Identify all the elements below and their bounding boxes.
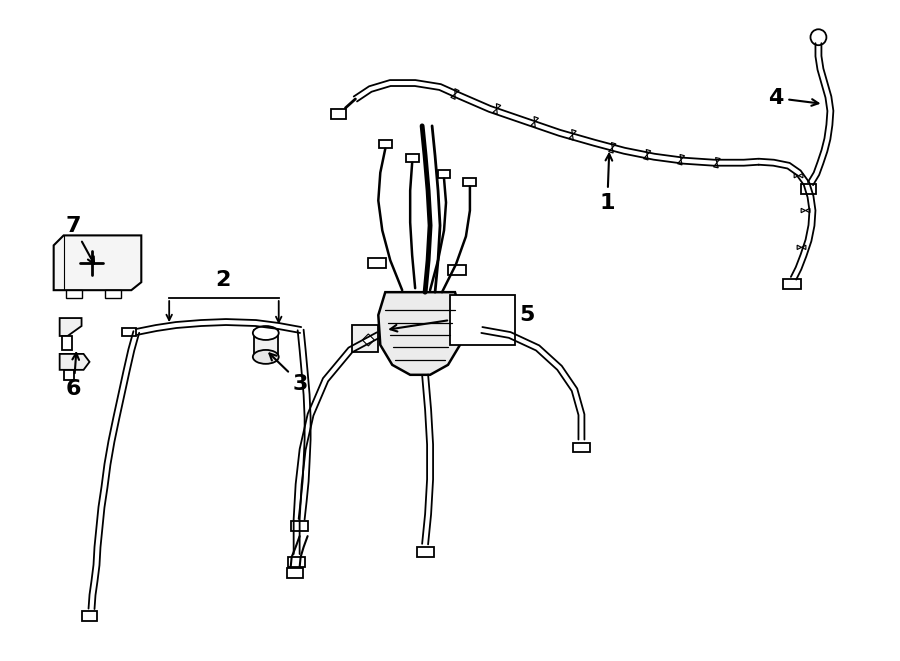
Polygon shape — [363, 334, 374, 346]
Ellipse shape — [253, 326, 279, 340]
Bar — [406, 154, 419, 162]
Bar — [783, 279, 800, 289]
Bar — [105, 290, 122, 298]
Bar — [122, 327, 136, 336]
Text: 1: 1 — [599, 154, 615, 213]
Bar — [288, 557, 305, 567]
Circle shape — [811, 29, 826, 45]
Text: 4: 4 — [769, 88, 818, 108]
Bar — [800, 184, 816, 194]
Polygon shape — [608, 148, 613, 153]
Bar — [448, 265, 466, 275]
Polygon shape — [353, 325, 378, 352]
Polygon shape — [611, 143, 616, 148]
Bar — [450, 295, 515, 345]
Polygon shape — [59, 354, 89, 370]
Polygon shape — [646, 149, 651, 155]
Polygon shape — [64, 370, 74, 380]
Ellipse shape — [253, 350, 279, 364]
Polygon shape — [714, 163, 718, 168]
Polygon shape — [794, 173, 798, 178]
Text: 7: 7 — [66, 216, 94, 264]
Bar — [287, 568, 302, 578]
Bar — [437, 170, 451, 178]
Polygon shape — [61, 336, 72, 350]
Polygon shape — [644, 155, 648, 160]
Text: 2: 2 — [215, 270, 230, 290]
Bar — [82, 611, 97, 621]
Polygon shape — [716, 157, 720, 163]
Polygon shape — [572, 130, 576, 135]
Polygon shape — [680, 155, 685, 160]
Polygon shape — [493, 109, 497, 114]
Polygon shape — [531, 122, 536, 127]
Bar — [573, 442, 590, 453]
Polygon shape — [802, 245, 806, 250]
Polygon shape — [451, 94, 455, 99]
Bar — [379, 140, 392, 148]
Polygon shape — [678, 160, 682, 165]
Bar — [330, 109, 346, 119]
Bar — [464, 178, 476, 186]
Text: 5: 5 — [519, 305, 536, 325]
Polygon shape — [59, 318, 82, 336]
Bar — [292, 521, 308, 531]
Bar — [368, 258, 386, 268]
Polygon shape — [54, 235, 141, 290]
Polygon shape — [801, 208, 806, 213]
Polygon shape — [534, 116, 538, 122]
Polygon shape — [569, 135, 573, 140]
Polygon shape — [806, 208, 810, 213]
Bar — [66, 290, 82, 298]
Bar — [254, 330, 278, 358]
Polygon shape — [798, 173, 803, 178]
Polygon shape — [797, 245, 802, 250]
Polygon shape — [454, 89, 459, 94]
Text: 3: 3 — [269, 354, 309, 394]
Bar — [417, 547, 434, 557]
Polygon shape — [462, 318, 488, 342]
Polygon shape — [497, 104, 500, 109]
Polygon shape — [378, 292, 462, 375]
Text: 6: 6 — [66, 353, 81, 399]
